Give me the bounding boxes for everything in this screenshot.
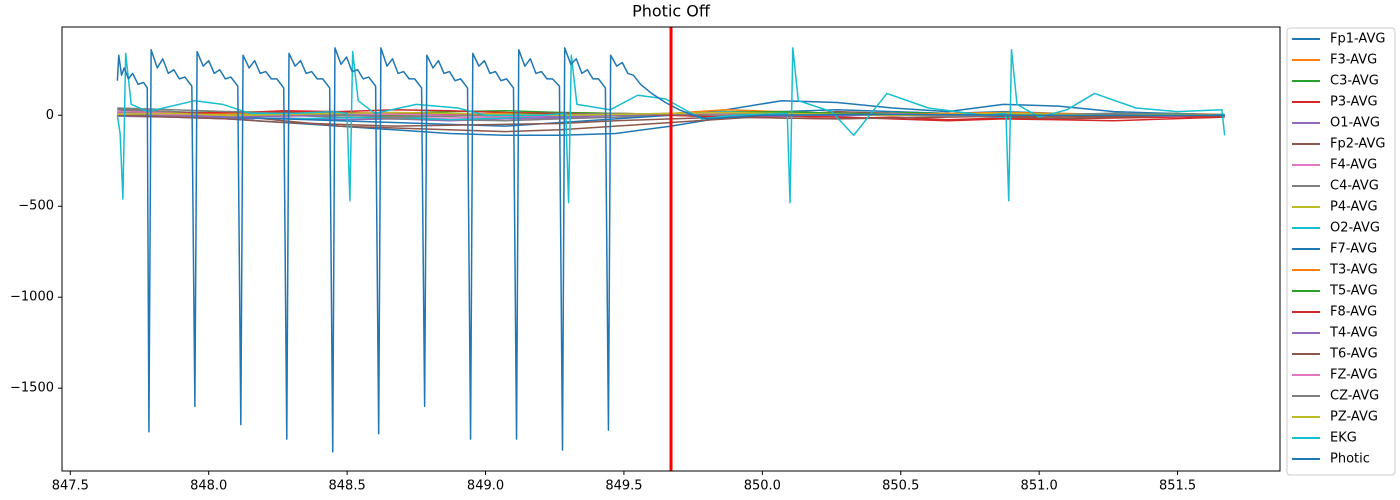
y-tick-label: 0 (46, 108, 54, 123)
x-tick-label: 847.5 (52, 479, 89, 494)
y-tick-label: −1000 (10, 290, 54, 305)
x-tick-label: 851.5 (1159, 479, 1196, 494)
y-tick-label: −500 (18, 199, 54, 214)
legend-label: C4-AVG (1330, 179, 1379, 194)
legend-label: PZ-AVG (1330, 410, 1378, 425)
legend-label: F8-AVG (1330, 305, 1377, 320)
legend-label: P4-AVG (1330, 200, 1378, 215)
chart-title: Photic Off (632, 2, 711, 21)
legend-label: C3-AVG (1330, 74, 1379, 89)
x-tick-label: 849.0 (467, 479, 504, 494)
legend-label: O1-AVG (1330, 116, 1380, 131)
legend-label: T3-AVG (1329, 263, 1378, 278)
legend-label: F4-AVG (1330, 158, 1377, 173)
axes-frame (61, 26, 1281, 472)
legend-label: T5-AVG (1329, 284, 1378, 299)
series-line (116, 47, 1225, 453)
x-tick-label: 848.5 (329, 479, 366, 494)
legend-label: T4-AVG (1329, 326, 1378, 341)
legend-label: O2-AVG (1330, 221, 1380, 236)
legend-label: T6-AVG (1329, 347, 1378, 362)
legend-box (1286, 27, 1396, 476)
legend-label: F3-AVG (1330, 53, 1377, 68)
legend-label: Fp1-AVG (1330, 32, 1385, 47)
legend-label: P3-AVG (1330, 95, 1378, 110)
plot-area (116, 27, 1226, 471)
legend-label: CZ-AVG (1330, 389, 1379, 404)
legend-label: EKG (1330, 431, 1357, 446)
x-tick-label: 850.5 (882, 479, 919, 494)
x-tick-label: 849.5 (605, 479, 642, 494)
y-tick-label: −1500 (10, 381, 54, 396)
x-tick-label: 848.0 (190, 479, 227, 494)
legend-label: Fp2-AVG (1330, 137, 1385, 152)
x-tick-label: 851.0 (1021, 479, 1058, 494)
legend-label: F7-AVG (1330, 242, 1377, 257)
x-tick-label: 850.0 (744, 479, 781, 494)
legend-label: FZ-AVG (1330, 368, 1378, 383)
legend-label: Photic (1330, 452, 1370, 467)
